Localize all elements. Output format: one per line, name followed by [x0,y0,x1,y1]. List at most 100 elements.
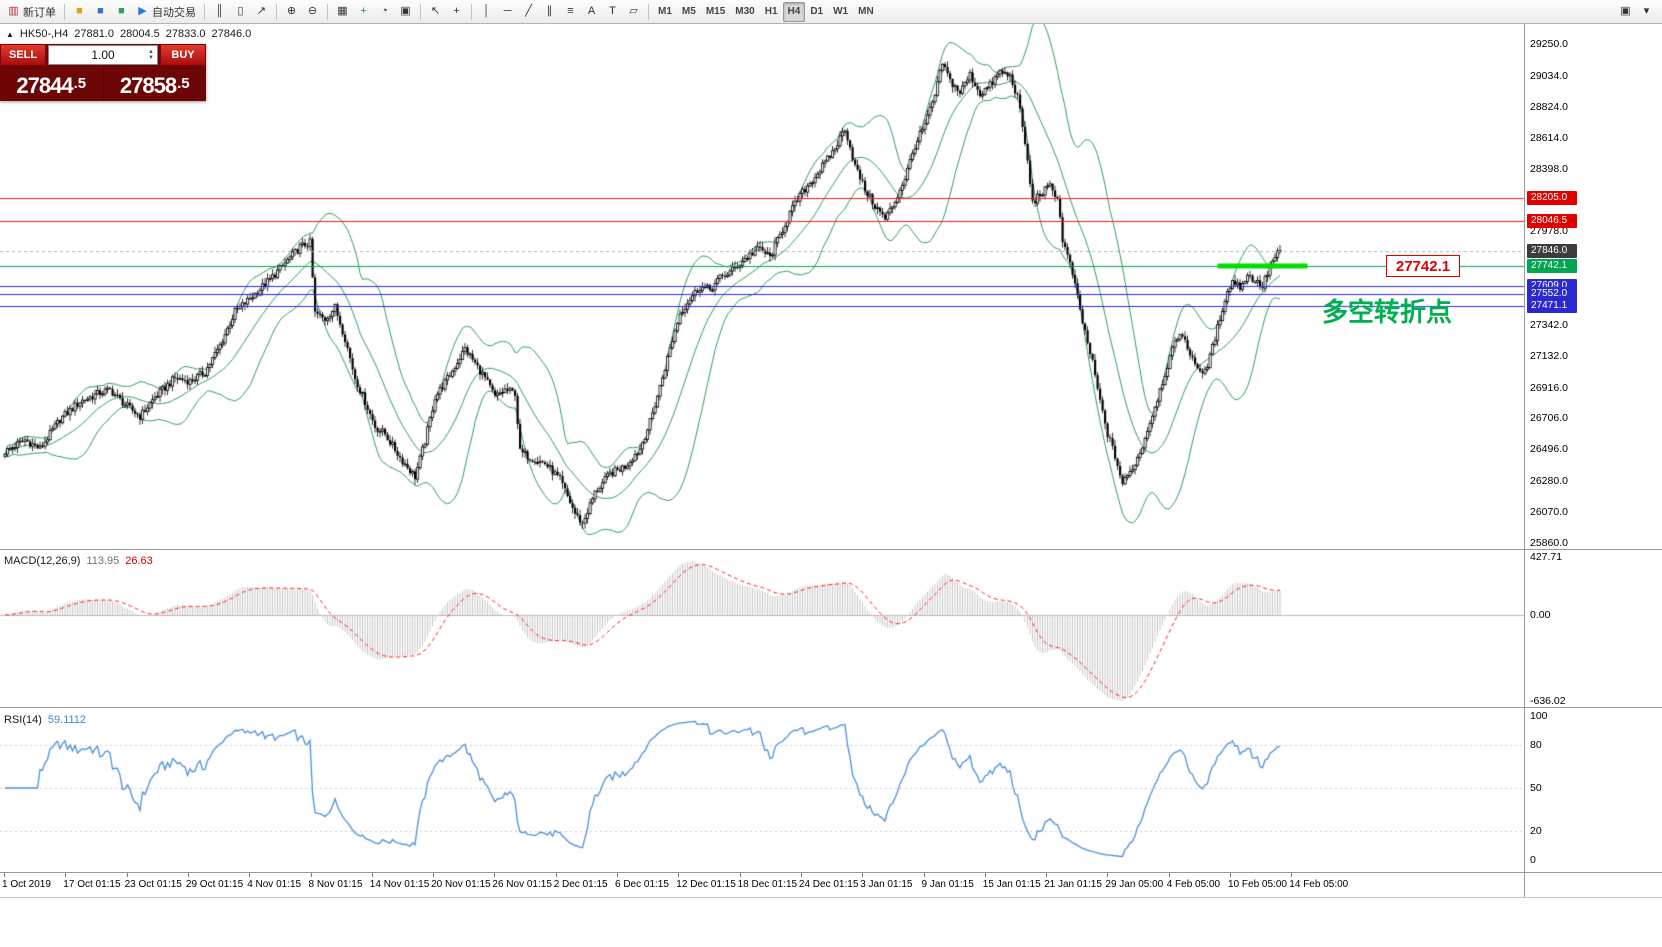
templates-button[interactable]: ▣ [395,2,416,22]
collapse-icon[interactable]: ▲ [6,30,14,39]
time-axis-tick [310,873,312,877]
rsi-indicator-canvas[interactable] [0,708,1524,872]
new-order-button[interactable]: ▥ 新订单 [3,2,60,22]
time-axis-label: 21 Jan 01:15 [1044,879,1102,890]
sell-button[interactable]: SELL [0,44,46,66]
volume-input[interactable]: 1.00 ▲ ▼ [48,45,158,65]
bar-chart-button[interactable]: ║ [209,2,230,22]
tf-m30[interactable]: M30 [730,2,759,22]
zoom-in-button[interactable]: ⊕ [281,2,302,22]
candle-chart-icon: ▯ [237,5,244,17]
chart-window-icon: ▣ [1620,5,1631,17]
periods-button[interactable]: ◔ [374,2,395,22]
trendline-button[interactable]: ╱ [518,2,539,22]
volume-up-icon[interactable]: ▲ [148,49,154,55]
tf-m30-label: M30 [735,6,755,17]
price-level-tag[interactable]: 28205.0 [1527,190,1577,205]
trendline-icon: ╱ [525,5,532,17]
price-axis: 29250.0 29034.0 28824.0 28614.0 28398.0 27978… [1525,24,1662,897]
rsi-axis-label: 50 [1530,782,1542,794]
fibonacci-icon: ≡ [567,5,574,17]
buy-price[interactable]: 27858.5 [102,66,207,101]
sell-price[interactable]: 27844.5 [16,73,87,98]
tf-w1[interactable]: W1 [828,2,853,22]
auto-trading-label: 自动交易 [152,6,196,19]
time-axis-label: 24 Dec 01:15 [798,879,859,890]
low-value: 27833.0 [165,28,206,40]
fibonacci-button[interactable]: ≡ [560,2,581,22]
symbol-period-label: HK50-,H4 [19,28,69,40]
channel-button[interactable]: ∥ [539,2,560,22]
zoom-out-icon: ⊖ [307,5,318,17]
price-chart-canvas[interactable] [0,24,1524,549]
candle-chart-button[interactable]: ▯ [230,2,251,22]
volume-down-icon[interactable]: ▼ [148,55,154,61]
price-level-tag[interactable]: 27846.0 [1527,243,1577,258]
auto-trading-icon: ▶ [138,5,147,17]
rsi-axis-label: 0 [1530,854,1536,866]
cursor-icon: ↖ [430,5,441,17]
time-axis-tick [1046,873,1048,877]
time-axis-label: 3 Jan 01:15 [860,879,913,890]
toolbar-group-drawing: │ ─ ╱ ∥ ≡ A T ▱ [476,2,644,22]
rsi-label: RSI(14) 59.1112 [4,714,87,726]
macd-axis-label: 427.71 [1530,551,1563,563]
navigator-button[interactable]: ■ [111,2,132,22]
price-level-tag[interactable]: 27471.1 [1527,298,1577,313]
zoom-in-icon: ⊕ [286,5,297,17]
horizontal-line-button[interactable]: ─ [497,2,518,22]
volume-value[interactable]: 1.00 [91,48,115,62]
line-chart-button[interactable]: ↗ [251,2,272,22]
tf-h4[interactable]: H4 [782,1,806,22]
crosshair-button[interactable]: + [446,2,467,22]
auto-trading-button[interactable]: ▶ 自动交易 [132,2,200,22]
tf-m1[interactable]: M1 [653,2,677,22]
tile-windows-icon: ▦ [337,5,348,17]
vertical-line-button[interactable]: │ [476,2,497,22]
tf-m5[interactable]: M5 [677,2,701,22]
volume-stepper[interactable]: ▲ ▼ [146,46,156,64]
time-axis-label: 18 Dec 01:15 [737,879,798,890]
price-axis-label: 26916.0 [1530,381,1568,394]
buy-button[interactable]: BUY [160,44,206,66]
time-axis-tick [617,873,618,877]
toolbar-group-pointer: ↖ + [425,2,467,22]
time-axis-tick [1107,873,1109,877]
time-axis-tick [494,873,496,877]
market-watch-icon: ■ [76,5,83,17]
zoom-out-button[interactable]: ⊖ [302,2,323,22]
price-level-tag[interactable]: 28046.5 [1527,214,1577,229]
price-level-tag[interactable]: 27742.1 [1527,258,1577,273]
tf-h1-label: H1 [764,6,778,17]
time-axis: 1 Oct 2019 17 Oct 01:15 23 Oct 01:15 29 Oct… [0,873,1524,897]
tf-h1[interactable]: H1 [760,2,783,22]
market-watch-button[interactable]: ■ [69,2,90,22]
cursor-button[interactable]: ↖ [425,2,446,22]
macd-indicator-canvas[interactable] [0,550,1524,707]
tf-d1[interactable]: D1 [805,2,828,22]
overflow-button[interactable]: ▾ [1636,2,1657,22]
rsi-axis-label: 80 [1530,738,1542,751]
shapes-button[interactable]: ▱ [623,2,644,22]
label-button[interactable]: T [602,2,623,22]
price-axis-label: 26070.0 [1530,506,1568,519]
rsi-axis-label: 20 [1530,825,1542,838]
pane-separator[interactable] [0,872,1662,873]
tile-windows-button[interactable]: ▦ [332,2,353,22]
toolbar-group-windows: ▦ + ◔ ▣ [332,2,416,22]
toolbar-group-order: ▥ 新订单 [3,2,60,22]
tf-mn[interactable]: MN [853,2,879,22]
price-axis-label: 26496.0 [1530,443,1568,456]
chart-area[interactable]: ▲ HK50-,H4 27881.0 28004.5 27833.0 27846… [0,24,1662,947]
pane-separator[interactable] [0,549,1662,550]
price-axis-label: 26280.0 [1530,475,1568,488]
indicators-button[interactable]: + [353,2,374,22]
pane-separator[interactable] [0,707,1662,708]
tf-m15[interactable]: M15 [701,2,730,22]
price-level-tag[interactable]: 27552.0 [1527,286,1577,301]
data-window-button[interactable]: ■ [90,2,111,22]
chart-window-button[interactable]: ▣ [1615,2,1636,22]
text-button[interactable]: A [581,2,602,22]
macd-signal-value: 26.63 [125,555,153,567]
navigator-icon: ■ [118,5,125,17]
